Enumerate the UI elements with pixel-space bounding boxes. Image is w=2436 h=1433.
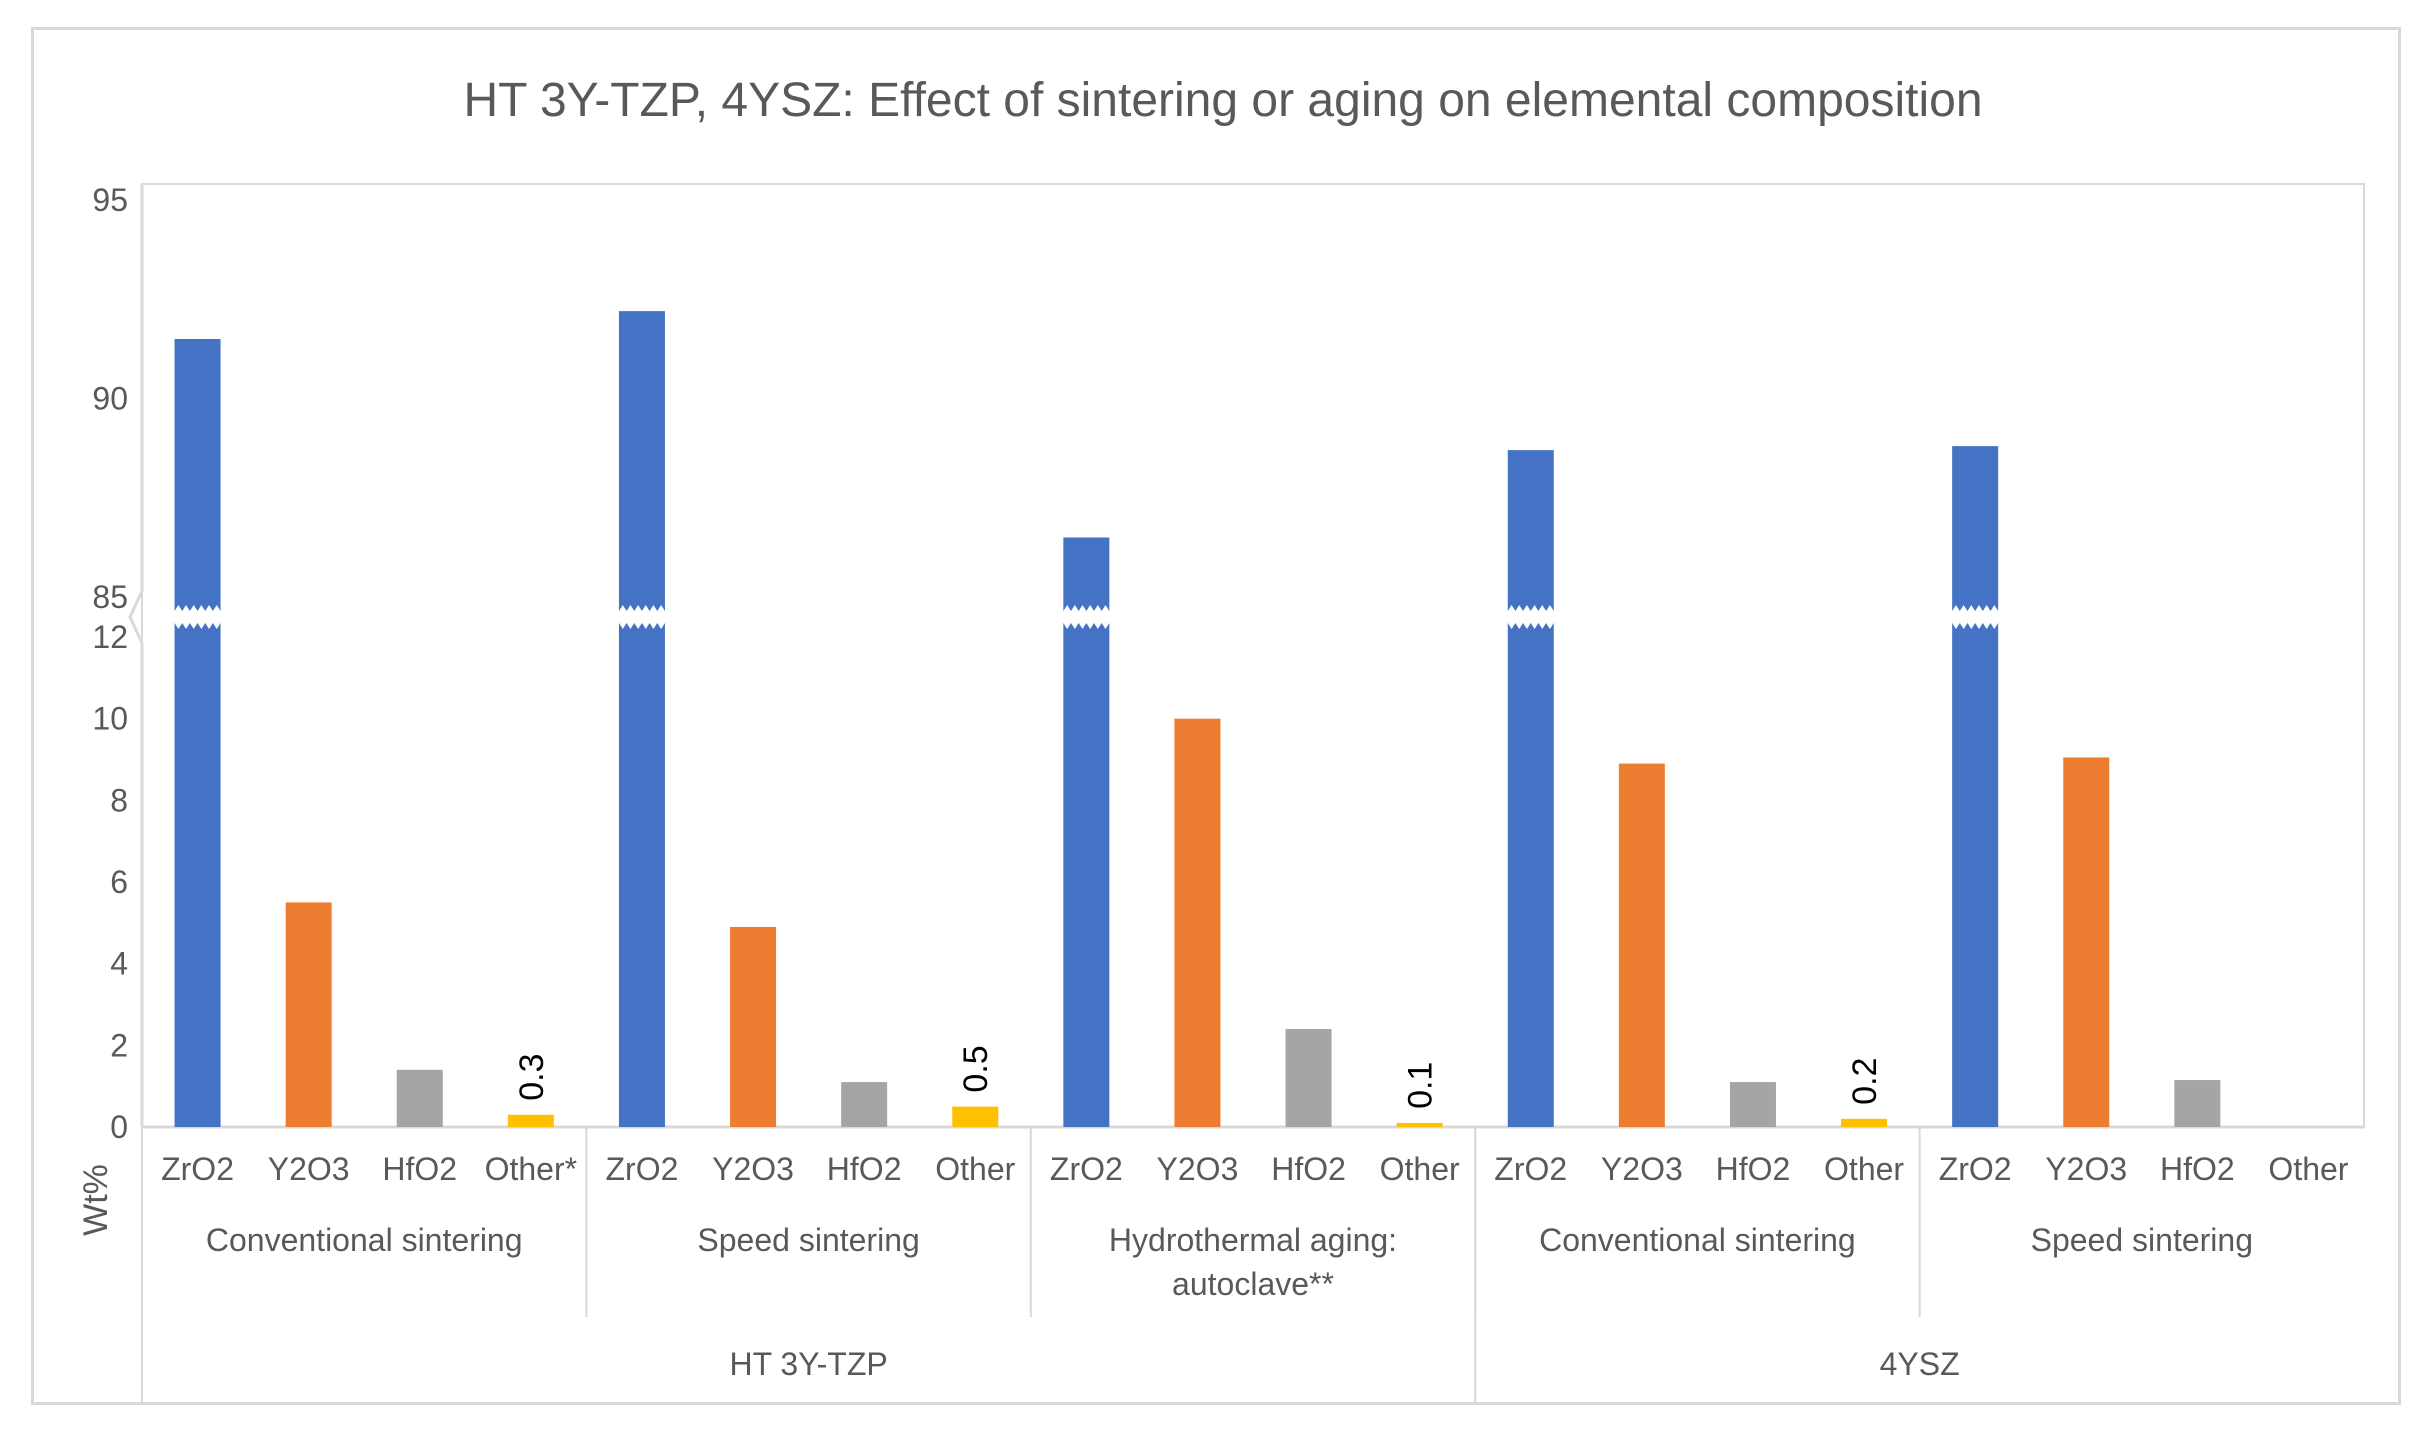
category-label: HfO2	[1271, 1151, 1346, 1187]
bar-zro2-upper	[1507, 450, 1554, 611]
category-label: ZrO2	[1494, 1151, 1567, 1187]
category-label: HfO2	[1716, 1151, 1791, 1187]
bar-other	[1396, 1122, 1443, 1127]
category-label: Other	[2268, 1151, 2348, 1187]
subgroup-label: Hydrothermal aging:	[1109, 1222, 1397, 1258]
category-label: HfO2	[827, 1151, 902, 1187]
bar-hfo2	[1729, 1082, 1776, 1127]
y-tick-label: 90	[92, 381, 128, 417]
category-label: Y2O3	[2045, 1151, 2127, 1187]
subgroup-label: Conventional sintering	[1539, 1222, 1856, 1258]
data-label: 0.5	[957, 1045, 995, 1092]
group-label: 4YSZ	[1880, 1346, 1960, 1382]
y-tick-label: 85	[92, 579, 128, 615]
category-label: HfO2	[382, 1151, 457, 1187]
chart-svg: HT 3Y-TZP, 4YSZ: Effect of sintering or …	[77, 74, 2365, 1402]
subgroup-label: Speed sintering	[697, 1222, 919, 1258]
category-label: Other	[1380, 1151, 1460, 1187]
bar-zro2-upper	[618, 311, 665, 611]
category-label: ZrO2	[161, 1151, 234, 1187]
category-label: Other	[1824, 1151, 1904, 1187]
chart-title: HT 3Y-TZP, 4YSZ: Effect of sintering or …	[463, 74, 1982, 127]
group-label: HT 3Y-TZP	[729, 1346, 887, 1382]
chart-frame: HT 3Y-TZP, 4YSZ: Effect of sintering or …	[31, 27, 2401, 1405]
data-label: 0.2	[1846, 1058, 1884, 1105]
bar-zro2-lower	[618, 623, 665, 1127]
bar-zro2-upper	[1952, 446, 1999, 611]
y-tick-label: 10	[92, 701, 128, 737]
y-tick-label: 6	[110, 864, 128, 900]
y-tick-label: 2	[110, 1027, 128, 1063]
bar-other	[952, 1106, 999, 1127]
bar-y2o3	[730, 926, 777, 1127]
y-tick-label: 12	[92, 619, 128, 655]
y-tick-label: 4	[110, 946, 128, 982]
bar-other	[1841, 1118, 1888, 1127]
bar-y2o3	[285, 902, 332, 1127]
y-axis-label: Wt%	[77, 1164, 115, 1236]
bar-hfo2	[2174, 1080, 2221, 1127]
bar-y2o3	[1174, 718, 1221, 1127]
data-label: 0.1	[1402, 1062, 1440, 1109]
bar-zro2-upper	[1063, 537, 1110, 611]
y-tick-label: 0	[110, 1109, 128, 1145]
category-label: Other*	[485, 1151, 577, 1187]
category-label: Y2O3	[1157, 1151, 1239, 1187]
category-label: ZrO2	[606, 1151, 679, 1187]
bar-zro2-lower	[1507, 623, 1554, 1127]
category-label: Y2O3	[712, 1151, 794, 1187]
bar-y2o3	[1618, 763, 1665, 1127]
subgroup-label: autoclave**	[1172, 1266, 1334, 1302]
bar-zro2-lower	[1952, 623, 1999, 1127]
bar-hfo2	[841, 1082, 888, 1127]
plot-border	[141, 183, 2365, 1128]
bar-zro2-upper	[174, 338, 221, 611]
bar-y2o3	[2063, 757, 2110, 1127]
category-label: ZrO2	[1939, 1151, 2012, 1187]
subgroup-label: Conventional sintering	[206, 1222, 523, 1258]
y-tick-label: 95	[92, 182, 128, 218]
data-label: 0.3	[513, 1053, 551, 1100]
bar-hfo2	[396, 1069, 443, 1127]
y-axis-break-mark	[128, 590, 144, 644]
category-label: HfO2	[2160, 1151, 2235, 1187]
y-tick-label: 8	[110, 782, 128, 818]
plot-area: 85 90 95 0 2 4 6 8 10 12 ZrO2 Y2O3 HfO2 0.3 Other* ZrO2…	[92, 182, 2365, 1402]
category-label: ZrO2	[1050, 1151, 1123, 1187]
category-label: Other	[935, 1151, 1015, 1187]
bar-zro2-lower	[174, 623, 221, 1127]
category-label: Y2O3	[268, 1151, 350, 1187]
bar-zro2-lower	[1063, 623, 1110, 1127]
bar-hfo2	[1285, 1029, 1332, 1127]
bar-other	[507, 1114, 554, 1127]
category-label: Y2O3	[1601, 1151, 1683, 1187]
subgroup-label: Speed sintering	[2031, 1222, 2253, 1258]
